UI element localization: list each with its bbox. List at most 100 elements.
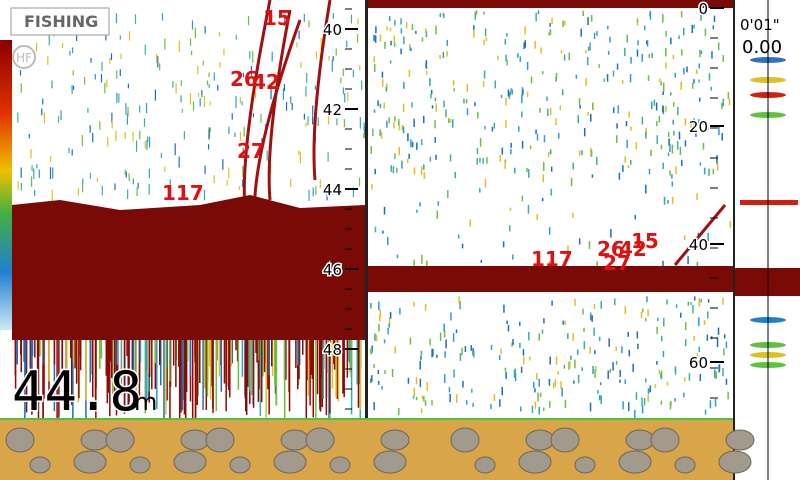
- echo: [526, 61, 529, 70]
- echo: [725, 378, 728, 385]
- echo: [48, 334, 50, 382]
- echo: [328, 28, 330, 34]
- echo: [320, 38, 322, 50]
- echo: [91, 336, 94, 375]
- echo: [424, 28, 427, 33]
- echo: [114, 183, 116, 190]
- echo: [628, 111, 630, 118]
- echo: [564, 399, 567, 409]
- echo: [575, 74, 578, 79]
- echo: [377, 100, 379, 107]
- echo: [413, 167, 416, 175]
- echo: [577, 114, 580, 124]
- echo: [528, 356, 531, 361]
- echo: [656, 361, 658, 365]
- echo: [400, 18, 402, 25]
- rock: [618, 450, 652, 474]
- mode-label[interactable]: FISHING: [24, 12, 98, 31]
- echo: [393, 35, 396, 45]
- echo: [127, 83, 129, 89]
- echo: [538, 406, 541, 415]
- echo: [77, 187, 80, 196]
- echo: [299, 151, 301, 164]
- echo: [31, 165, 33, 172]
- echo: [411, 141, 414, 148]
- echo: [660, 144, 663, 150]
- echo: [430, 89, 433, 95]
- echo: [423, 396, 425, 402]
- echo: [421, 395, 424, 400]
- echo: [647, 309, 649, 317]
- echo: [384, 370, 386, 374]
- echo: [635, 142, 638, 150]
- echo: [359, 335, 362, 410]
- echo: [352, 69, 354, 78]
- echo: [85, 330, 87, 401]
- rock: [474, 456, 496, 474]
- echo: [600, 301, 602, 309]
- echo: [42, 334, 44, 365]
- seabed-left: [12, 195, 365, 340]
- echo: [89, 337, 91, 383]
- echo: [20, 167, 22, 178]
- echo: [651, 52, 653, 59]
- echo: [436, 210, 439, 219]
- echo: [504, 367, 507, 372]
- echo: [154, 89, 157, 101]
- echo: [714, 398, 717, 407]
- echo: [543, 407, 545, 411]
- echo: [700, 12, 702, 21]
- echo: [371, 183, 373, 190]
- echo: [161, 13, 164, 21]
- echo: [500, 94, 503, 98]
- echo: [543, 135, 546, 143]
- echo: [42, 98, 44, 105]
- echo: [39, 334, 42, 356]
- echo: [403, 82, 405, 89]
- echo: [127, 107, 129, 117]
- mode-box[interactable]: [10, 7, 110, 36]
- echo: [307, 334, 310, 396]
- echo: [662, 91, 664, 96]
- echo: [636, 18, 639, 24]
- echo: [660, 81, 662, 86]
- echo: [381, 79, 384, 87]
- echo: [718, 364, 720, 373]
- echo: [701, 10, 704, 15]
- echo: [158, 335, 161, 366]
- echo: [380, 131, 383, 139]
- echo: [509, 207, 512, 211]
- echo: [57, 116, 60, 123]
- echo: [599, 382, 602, 386]
- echo: [590, 14, 593, 22]
- echo: [577, 374, 580, 384]
- echo: [721, 133, 723, 141]
- echo: [453, 88, 455, 92]
- echo: [716, 155, 718, 164]
- echo: [471, 388, 473, 393]
- echo: [647, 388, 650, 395]
- echo: [461, 243, 464, 249]
- echo: [593, 32, 596, 39]
- echo: [348, 339, 350, 362]
- echo: [402, 103, 405, 113]
- echo: [420, 139, 423, 146]
- echo: [585, 78, 587, 86]
- echo: [370, 146, 372, 154]
- echo: [443, 100, 445, 108]
- echo: [662, 260, 664, 270]
- echo: [352, 187, 354, 198]
- depth-readout: 44.8: [12, 360, 142, 423]
- echo: [628, 349, 631, 357]
- echo: [580, 28, 582, 37]
- echo: [420, 166, 423, 175]
- echo: [439, 13, 442, 17]
- echo: [708, 73, 711, 81]
- echo: [349, 336, 351, 373]
- echo: [443, 13, 445, 18]
- echo: [555, 76, 557, 82]
- fish-size: 15: [263, 6, 291, 30]
- echo: [225, 334, 228, 386]
- echo: [549, 29, 552, 35]
- echo: [665, 62, 667, 69]
